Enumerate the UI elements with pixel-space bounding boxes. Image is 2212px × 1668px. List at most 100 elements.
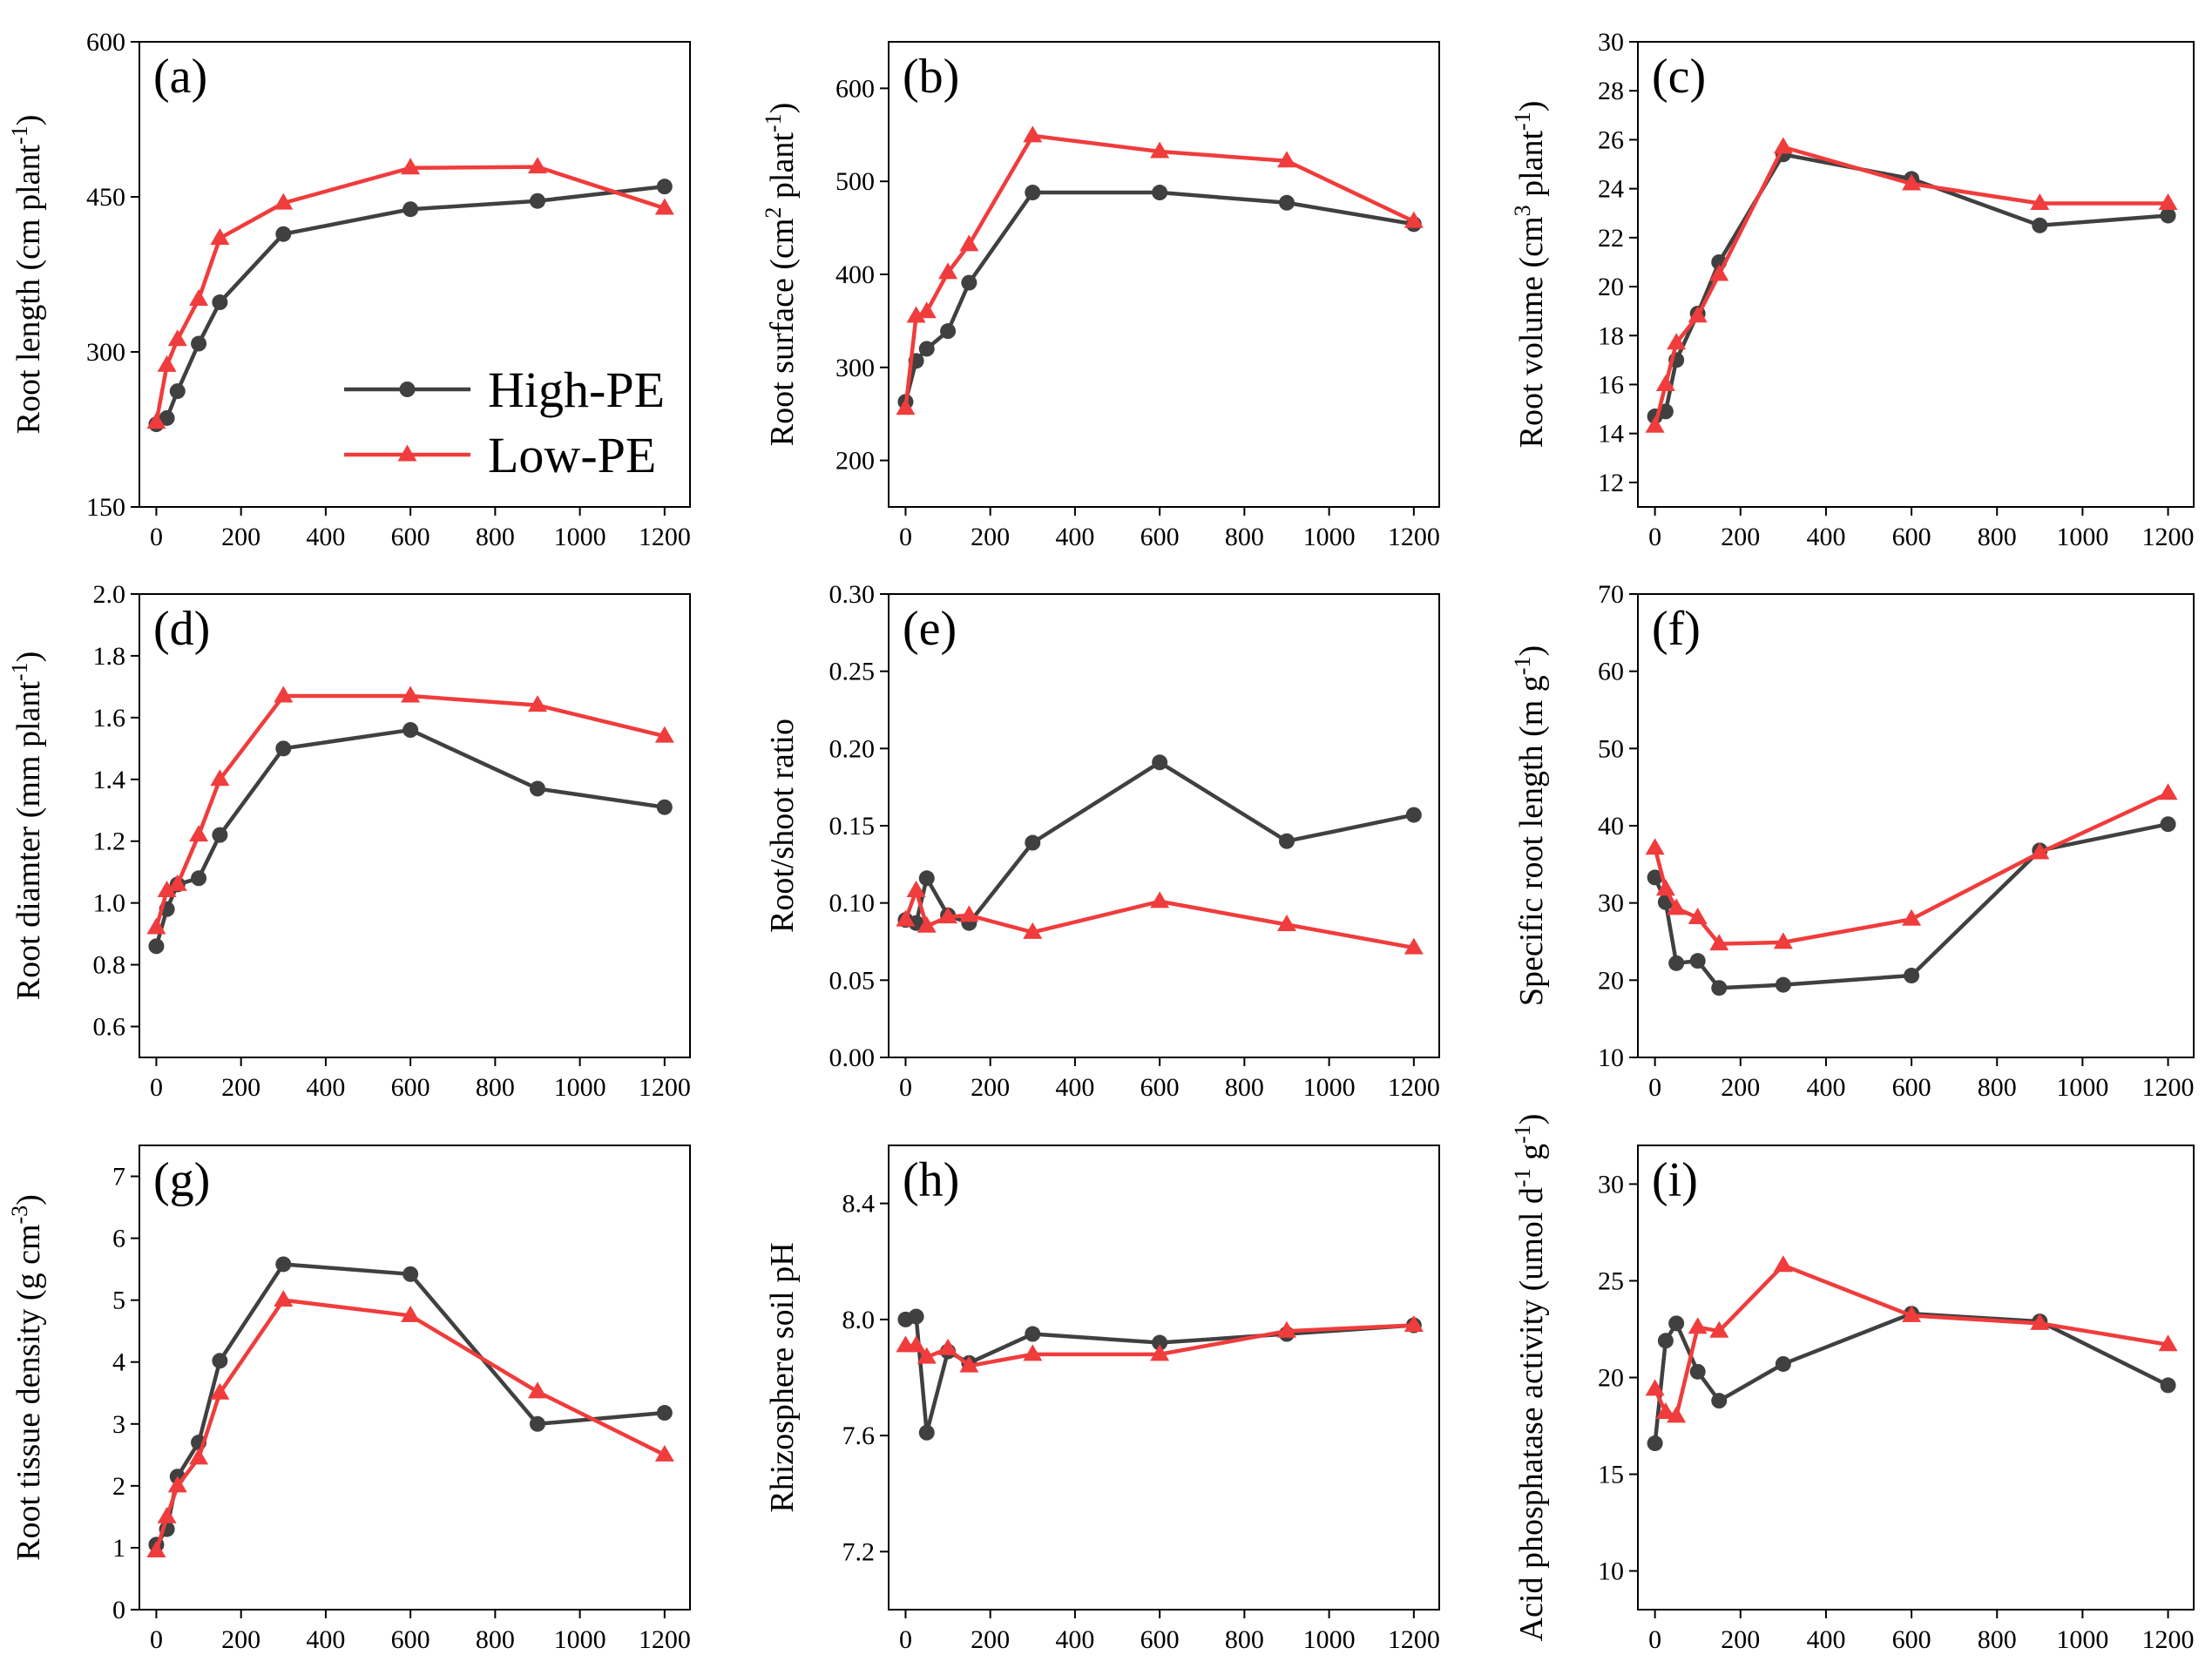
- high-pe-point: [1668, 1315, 1685, 1332]
- y-tick-label: 150: [86, 493, 125, 522]
- x-tick-label: 1000: [2056, 1625, 2108, 1654]
- plot-frame: [888, 1145, 1440, 1611]
- x-tick-label: 200: [971, 1625, 1010, 1654]
- high-pe-point: [908, 1308, 924, 1325]
- y-tick-label: 0.10: [829, 889, 876, 918]
- x-tick-label: 0: [1648, 1073, 1661, 1102]
- low-pe-point: [274, 1290, 294, 1307]
- y-tick-label: 16: [1598, 370, 1624, 399]
- high-pe-point: [961, 274, 977, 291]
- high-pe-point: [1405, 807, 1422, 823]
- y-tick-label: 10: [1598, 1043, 1624, 1072]
- low-pe-point: [1023, 1344, 1043, 1361]
- high-pe-point: [1689, 953, 1706, 969]
- low-pe-point: [654, 1444, 674, 1462]
- high-pe-point: [169, 383, 186, 400]
- legend: High-PE Low-PE: [344, 361, 665, 483]
- low-pe-point: [1655, 1401, 1675, 1419]
- x-tick-label: 400: [1055, 523, 1094, 551]
- y-tick-label: 300: [835, 354, 875, 382]
- low-pe-point: [2030, 1313, 2050, 1330]
- low-pe-point: [1645, 1379, 1665, 1396]
- high-pe-point: [1278, 194, 1295, 211]
- low-pe-point: [1902, 173, 1922, 191]
- y-tick-label: 7: [112, 1163, 125, 1192]
- low-pe-point: [1709, 934, 1729, 951]
- panel-f: 0 200 400 600 800 1000 1200 10 20 30 40 50 60 70 Speci…: [1510, 580, 2195, 1102]
- low-pe-point: [896, 909, 916, 927]
- high-pe-point: [529, 780, 545, 797]
- panel-b: 0 200 400 600 800 1000 1200 200 300 400 500 600 Root…: [761, 41, 1440, 551]
- x-tick-label: 400: [1806, 1073, 1845, 1102]
- low-pe-point: [157, 880, 177, 897]
- x-tick-label: 600: [391, 523, 430, 551]
- x-tick-label: 600: [391, 1073, 430, 1102]
- x-tick-label: 200: [221, 1625, 260, 1654]
- high-pe-point: [918, 870, 935, 887]
- low-pe-line: [154, 1298, 666, 1552]
- x-tick-label: 1200: [1388, 1625, 1440, 1654]
- y-tick-label: 25: [1598, 1266, 1624, 1295]
- y-tick-label: 3: [112, 1410, 125, 1439]
- y-tick-label: 1.0: [93, 889, 126, 918]
- high-pe-point: [212, 1353, 228, 1369]
- high-pe-point: [2160, 816, 2176, 833]
- x-tick-label: 1000: [2056, 1073, 2108, 1102]
- y-tick-label: 0.05: [829, 966, 876, 995]
- high-pe-point: [1278, 833, 1295, 849]
- x-tick-label: 600: [1892, 523, 1931, 551]
- x-tick-label: 1000: [2056, 523, 2108, 551]
- low-pe-point: [906, 306, 926, 323]
- x-tick-label: 200: [971, 523, 1010, 551]
- y-tick-label: 2: [112, 1472, 125, 1501]
- high-pe-point: [656, 179, 673, 195]
- x-tick-label: 200: [1721, 1625, 1760, 1654]
- low-pe-point: [654, 726, 674, 743]
- y-axis-label: Specific root length (m g-1): [1510, 645, 1551, 1006]
- x-tick-label: 400: [306, 523, 345, 551]
- high-pe-point: [918, 1424, 935, 1441]
- y-tick-label: 8.4: [842, 1190, 876, 1219]
- low-pe-line: [903, 133, 1415, 409]
- y-axis-label: Root/shoot ratio: [764, 719, 801, 933]
- x-tick-label: 800: [476, 1073, 515, 1102]
- high-pe-point: [2160, 1377, 2176, 1394]
- y-tick-label: 450: [86, 183, 125, 212]
- y-axis-label: Root surface (cm2 plant-1): [761, 103, 802, 447]
- y-axis-label: Root volume (cm3 plant-1): [1510, 101, 1551, 449]
- high-pe-point: [656, 799, 673, 815]
- panel-label: (g): [153, 1153, 210, 1207]
- low-pe-point: [1667, 898, 1687, 915]
- y-tick-label: 2.0: [93, 580, 126, 609]
- x-tick-label: 400: [1806, 523, 1845, 551]
- y-tick-label: 24: [1598, 175, 1624, 204]
- panel-a: 0 200 400 600 800 1000 1200 150 300 450 600 Root le…: [7, 28, 691, 551]
- low-pe-point: [167, 329, 187, 347]
- plot-frame: [1637, 41, 2195, 508]
- panel-label: (d): [153, 602, 210, 656]
- x-tick-label: 800: [1225, 1625, 1264, 1654]
- y-tick-label: 0.00: [829, 1043, 876, 1072]
- low-pe-point: [2030, 842, 2050, 860]
- high-pe-point: [402, 1266, 419, 1282]
- y-tick-label: 70: [1598, 580, 1624, 609]
- y-tick-label: 1.8: [93, 642, 126, 671]
- x-tick-label: 200: [971, 1073, 1010, 1102]
- low-pe-point: [189, 825, 209, 842]
- low-pe-point: [157, 1506, 177, 1523]
- high-pe-point: [529, 1415, 545, 1432]
- low-pe-point: [917, 301, 937, 319]
- high-pe-point: [191, 335, 207, 352]
- y-tick-label: 400: [835, 260, 875, 289]
- y-axis-label: Acid phosphatase activity (umol d-1 g-1): [1510, 1114, 1551, 1642]
- x-tick-label: 600: [1140, 523, 1180, 551]
- y-tick-label: 7.6: [842, 1422, 876, 1450]
- y-axis-label: Root diamter (mm plant-1): [7, 652, 48, 1001]
- x-tick-label: 400: [1806, 1625, 1845, 1654]
- high-pe-point: [1025, 185, 1041, 201]
- y-tick-label: 4: [112, 1348, 125, 1377]
- high-pe-point: [212, 827, 228, 843]
- low-pe-point: [2158, 192, 2178, 210]
- high-pe-point: [1775, 976, 1791, 993]
- y-tick-label: 0.6: [93, 1013, 126, 1042]
